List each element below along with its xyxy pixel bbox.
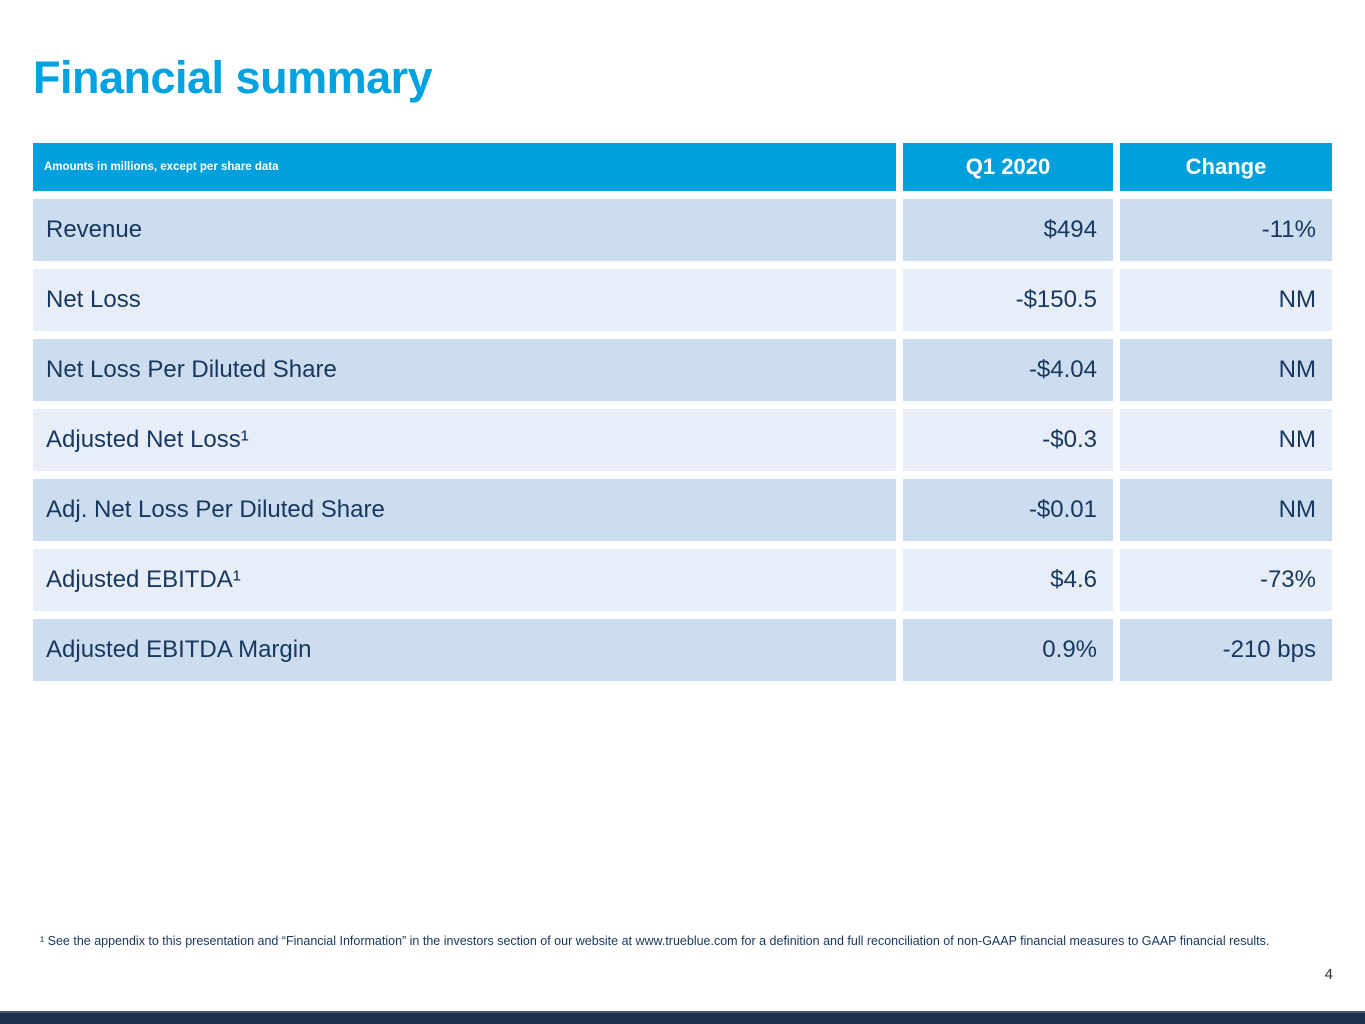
cell-adjusted-ebitda-margin-q1: 0.9%: [903, 619, 1113, 681]
cell-adjusted-ebitda-change: -73%: [1120, 549, 1332, 611]
row-label-net-loss: Net Loss: [33, 269, 896, 331]
row-label-adjusted-ebitda: Adjusted EBITDA¹: [33, 549, 896, 611]
cell-adj-net-loss-per-diluted-share-q1: -$0.01: [903, 479, 1113, 541]
footnote: ¹ See the appendix to this presentation …: [40, 934, 1270, 948]
column-header-q1-2020: Q1 2020: [903, 143, 1113, 191]
footer-bar: [0, 1011, 1365, 1024]
row-label-net-loss-per-diluted-share: Net Loss Per Diluted Share: [33, 339, 896, 401]
page-title: Financial summary: [33, 52, 433, 103]
cell-net-loss-per-diluted-share-q1: -$4.04: [903, 339, 1113, 401]
cell-net-loss-per-diluted-share-change: NM: [1120, 339, 1332, 401]
cell-revenue-change: -11%: [1120, 199, 1332, 261]
row-label-adjusted-ebitda-margin: Adjusted EBITDA Margin: [33, 619, 896, 681]
row-label-adj-net-loss-per-diluted-share: Adj. Net Loss Per Diluted Share: [33, 479, 896, 541]
cell-adj-net-loss-per-diluted-share-change: NM: [1120, 479, 1332, 541]
table-note-header: Amounts in millions, except per share da…: [33, 143, 896, 191]
cell-net-loss-q1: -$150.5: [903, 269, 1113, 331]
row-label-adjusted-net-loss: Adjusted Net Loss¹: [33, 409, 896, 471]
cell-net-loss-change: NM: [1120, 269, 1332, 331]
cell-adjusted-net-loss-q1: -$0.3: [903, 409, 1113, 471]
cell-adjusted-net-loss-change: NM: [1120, 409, 1332, 471]
cell-adjusted-ebitda-q1: $4.6: [903, 549, 1113, 611]
row-label-revenue: Revenue: [33, 199, 896, 261]
page-number: 4: [1324, 966, 1333, 983]
cell-adjusted-ebitda-margin-change: -210 bps: [1120, 619, 1332, 681]
column-header-change: Change: [1120, 143, 1332, 191]
cell-revenue-q1: $494: [903, 199, 1113, 261]
financial-summary-table: Amounts in millions, except per share da…: [33, 143, 1332, 681]
